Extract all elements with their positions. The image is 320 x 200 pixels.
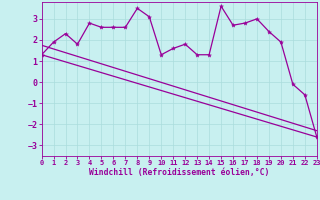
X-axis label: Windchill (Refroidissement éolien,°C): Windchill (Refroidissement éolien,°C) [89, 168, 269, 177]
